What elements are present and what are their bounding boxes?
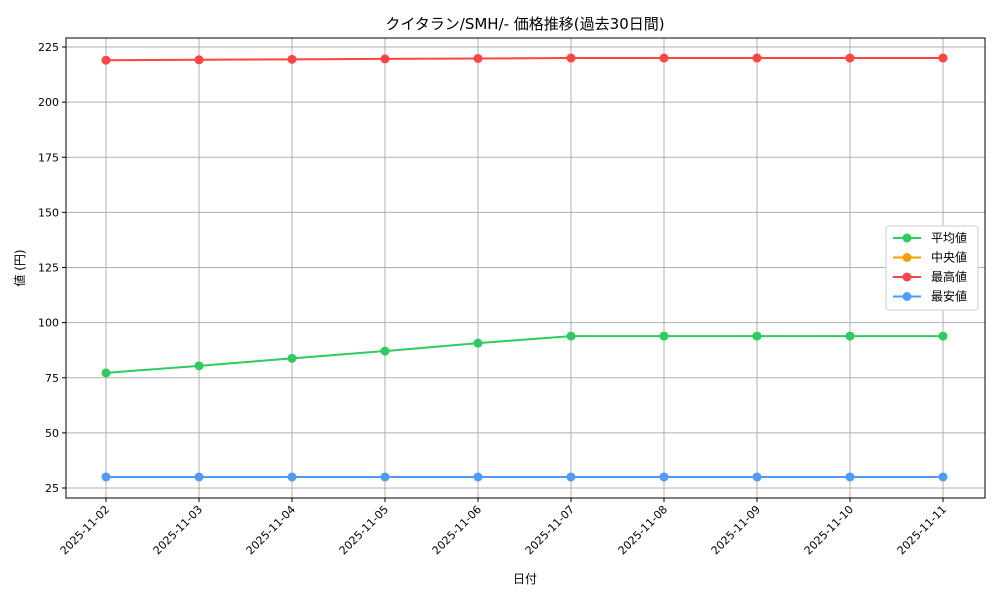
x-tick-label: 2025-11-02 <box>58 503 112 557</box>
legend-marker <box>902 292 912 301</box>
legend-label: 中央値 <box>931 250 967 265</box>
data-point <box>473 338 483 348</box>
data-point <box>287 472 297 482</box>
data-point <box>659 331 669 341</box>
data-point <box>380 346 390 356</box>
y-tick-label: 200 <box>38 96 59 109</box>
x-tick-label: 2025-11-04 <box>244 503 298 557</box>
data-point <box>287 353 297 363</box>
data-point <box>659 53 669 63</box>
data-point <box>101 368 111 378</box>
x-axis-label: 日付 <box>513 572 537 586</box>
data-point <box>938 331 948 341</box>
legend-label: 最安値 <box>931 289 967 304</box>
legend-marker <box>902 272 912 282</box>
data-point <box>938 53 948 63</box>
series-line <box>105 335 943 374</box>
data-point <box>380 54 390 64</box>
data-point <box>473 53 483 63</box>
data-point <box>845 53 855 63</box>
data-point <box>380 472 390 482</box>
data-point <box>659 472 669 482</box>
x-tick-label: 2025-11-09 <box>709 503 763 557</box>
x-tick-label: 2025-11-07 <box>523 503 577 557</box>
y-tick-label: 150 <box>38 206 59 219</box>
data-point <box>938 472 948 482</box>
chart-title: クイタラン/SMH/- 価格推移(過去30日間) <box>385 15 664 33</box>
plot-frame <box>65 37 986 499</box>
legend-label: 最高値 <box>931 269 967 284</box>
x-tick-label: 2025-11-06 <box>430 503 484 557</box>
data-point <box>845 472 855 482</box>
y-tick-label: 25 <box>45 482 59 495</box>
legend-label: 平均値 <box>931 230 967 245</box>
y-tick-label: 75 <box>45 372 59 385</box>
data-point <box>752 472 762 482</box>
data-point <box>194 55 204 65</box>
x-tick-label: 2025-11-08 <box>616 503 670 557</box>
legend-box <box>885 225 979 311</box>
y-tick-label: 225 <box>38 41 59 54</box>
data-point <box>845 331 855 341</box>
y-tick-label: 100 <box>38 317 59 330</box>
data-point <box>101 472 111 482</box>
y-axis-label: 値 (円) <box>12 249 27 286</box>
x-tick-label: 2025-11-03 <box>151 503 205 557</box>
data-point <box>752 53 762 63</box>
data-point <box>473 472 483 482</box>
data-point <box>287 54 297 64</box>
series-line <box>105 57 943 62</box>
legend-marker <box>902 233 912 243</box>
data-point <box>194 472 204 482</box>
data-point <box>194 361 204 371</box>
y-tick-label: 50 <box>45 427 59 440</box>
data-point <box>566 331 576 341</box>
x-tick-label: 2025-11-05 <box>337 503 391 557</box>
legend-marker <box>902 253 912 262</box>
data-point <box>566 53 576 63</box>
data-point <box>752 331 762 341</box>
data-point <box>566 472 576 482</box>
x-tick-label: 2025-11-11 <box>895 503 949 557</box>
y-tick-label: 175 <box>38 151 59 164</box>
data-point <box>101 55 111 65</box>
x-tick-label: 2025-11-10 <box>802 503 856 557</box>
y-tick-label: 125 <box>38 262 59 275</box>
